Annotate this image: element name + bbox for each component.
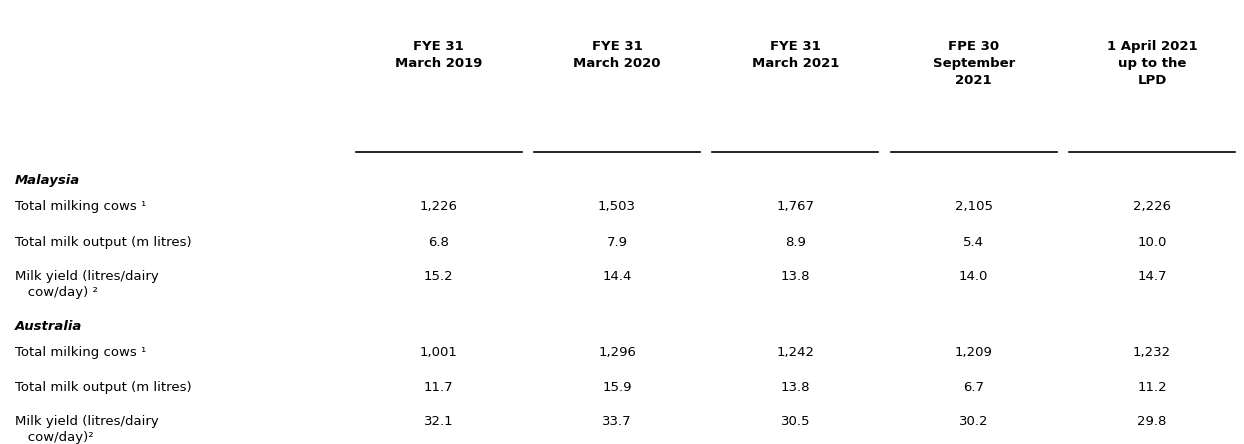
Text: 1,296: 1,296 xyxy=(598,346,636,359)
Text: 1,503: 1,503 xyxy=(598,201,636,214)
Text: 30.2: 30.2 xyxy=(959,415,989,428)
Text: 30.5: 30.5 xyxy=(781,415,810,428)
Text: 15.2: 15.2 xyxy=(424,270,454,282)
Text: 32.1: 32.1 xyxy=(424,415,454,428)
Text: Australia: Australia xyxy=(15,320,82,333)
Text: Total milking cows ¹: Total milking cows ¹ xyxy=(15,346,147,359)
Text: 8.9: 8.9 xyxy=(785,236,806,249)
Text: 1,001: 1,001 xyxy=(419,346,458,359)
Text: FYE 31
March 2019: FYE 31 March 2019 xyxy=(396,40,483,70)
Text: 29.8: 29.8 xyxy=(1137,415,1167,428)
Text: Total milking cows ¹: Total milking cows ¹ xyxy=(15,201,147,214)
Text: 13.8: 13.8 xyxy=(781,381,810,394)
Text: 2,226: 2,226 xyxy=(1133,201,1171,214)
Text: 14.7: 14.7 xyxy=(1137,270,1167,282)
Text: 6.8: 6.8 xyxy=(428,236,449,249)
Text: FYE 31
March 2020: FYE 31 March 2020 xyxy=(573,40,661,70)
Text: 1,232: 1,232 xyxy=(1133,346,1171,359)
Text: Total milk output (m litres): Total milk output (m litres) xyxy=(15,236,192,249)
Text: 7.9: 7.9 xyxy=(607,236,627,249)
Text: FPE 30
September
2021: FPE 30 September 2021 xyxy=(933,40,1015,87)
Text: 1 April 2021
up to the
LPD: 1 April 2021 up to the LPD xyxy=(1107,40,1198,87)
Text: 13.8: 13.8 xyxy=(781,270,810,282)
Text: 10.0: 10.0 xyxy=(1137,236,1167,249)
Text: Milk yield (litres/dairy
   cow/day)²: Milk yield (litres/dairy cow/day)² xyxy=(15,415,159,444)
Text: 1,767: 1,767 xyxy=(776,201,815,214)
Text: 15.9: 15.9 xyxy=(602,381,632,394)
Text: 33.7: 33.7 xyxy=(602,415,632,428)
Text: 14.0: 14.0 xyxy=(959,270,989,282)
Text: Total milk output (m litres): Total milk output (m litres) xyxy=(15,381,192,394)
Text: 6.7: 6.7 xyxy=(963,381,984,394)
Text: 1,242: 1,242 xyxy=(776,346,815,359)
Text: 2,105: 2,105 xyxy=(954,201,993,214)
Text: 1,209: 1,209 xyxy=(955,346,993,359)
Text: 11.7: 11.7 xyxy=(424,381,454,394)
Text: 5.4: 5.4 xyxy=(963,236,984,249)
Text: Milk yield (litres/dairy
   cow/day) ²: Milk yield (litres/dairy cow/day) ² xyxy=(15,270,159,299)
Text: 14.4: 14.4 xyxy=(602,270,632,282)
Text: FYE 31
March 2021: FYE 31 March 2021 xyxy=(751,40,838,70)
Text: 11.2: 11.2 xyxy=(1137,381,1167,394)
Text: 1,226: 1,226 xyxy=(419,201,458,214)
Text: Malaysia: Malaysia xyxy=(15,174,81,187)
